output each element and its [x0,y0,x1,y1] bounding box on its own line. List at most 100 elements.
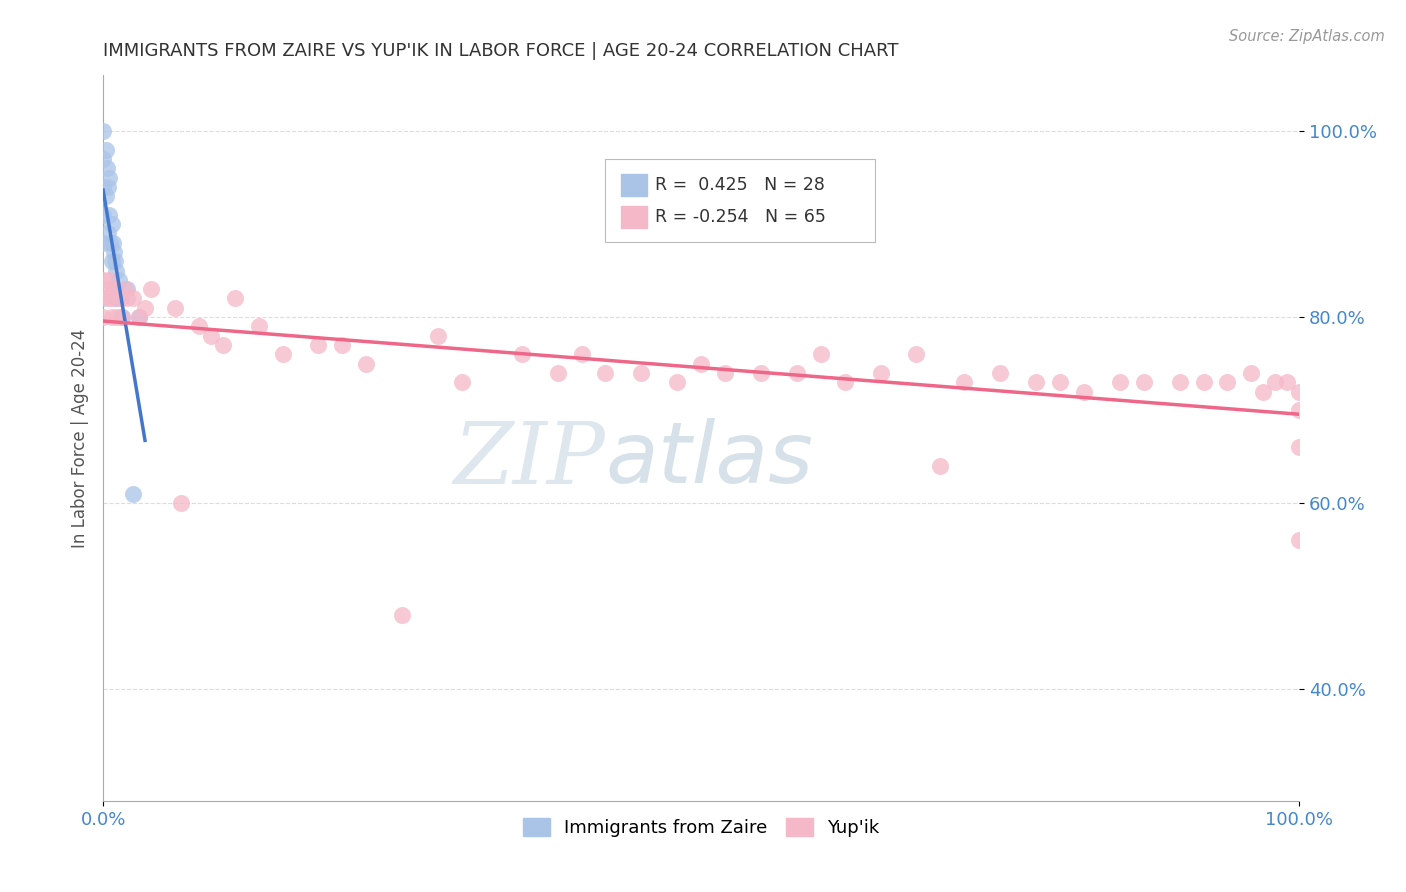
Point [100,310,122,324]
Point [98,208,121,222]
Point [1132,376,1154,390]
Point [107,310,129,324]
Point [547,366,569,380]
Text: Source: ZipAtlas.com: Source: ZipAtlas.com [1229,29,1385,44]
Point [356,357,378,371]
Point [96,161,118,176]
Point [122,292,145,306]
Point [330,338,353,352]
Point [810,347,832,361]
Point [1192,376,1215,390]
Point [905,347,928,361]
Point [1240,366,1263,380]
Point [91,152,114,166]
Point [91,124,114,138]
Point [571,347,593,361]
Point [163,301,186,315]
Point [953,376,976,390]
Point [91,235,114,250]
Y-axis label: In Labor Force | Age 20-24: In Labor Force | Age 20-24 [72,328,89,548]
Point [91,310,114,324]
Point [1288,533,1310,548]
Point [115,282,138,296]
Point [98,292,121,306]
Point [114,282,136,296]
Point [104,292,127,306]
Point [988,366,1011,380]
Point [98,170,121,185]
Point [1049,376,1071,390]
Text: R =  0.425   N = 28: R = 0.425 N = 28 [655,176,824,194]
Point [834,376,856,390]
Point [510,347,533,361]
Point [91,208,114,222]
Point [1168,376,1191,390]
Point [108,292,131,306]
Point [104,292,127,306]
Point [139,282,162,296]
Point [110,292,132,306]
Point [134,301,156,315]
Point [690,357,713,371]
Point [714,366,737,380]
Point [100,254,122,268]
Point [1216,376,1239,390]
Point [94,143,117,157]
Bar [621,206,647,227]
Point [1288,403,1310,417]
Point [211,338,233,352]
Point [128,310,150,324]
Point [869,366,891,380]
Point [786,366,808,380]
Point [91,292,114,306]
Point [1288,441,1310,455]
Point [307,338,329,352]
Bar [621,174,647,195]
Point [115,292,138,306]
Point [1108,376,1130,390]
Point [98,235,121,250]
Point [630,366,652,380]
Point [101,235,124,250]
Point [91,179,114,194]
Point [666,376,689,390]
Point [104,254,127,268]
Point [103,244,125,259]
Point [103,282,125,296]
Point [111,310,134,324]
Text: R = -0.254   N = 65: R = -0.254 N = 65 [655,208,825,226]
Point [122,487,145,501]
Point [1025,376,1047,390]
Point [1264,376,1286,390]
Point [1253,384,1275,399]
Point [170,496,193,510]
Point [91,273,114,287]
Point [105,263,128,277]
Point [96,282,118,296]
Text: ZIP: ZIP [454,418,606,501]
Point [451,376,474,390]
Point [107,273,129,287]
Point [1277,376,1299,390]
Point [427,328,450,343]
Point [929,458,952,473]
Point [128,310,150,324]
Text: atlas: atlas [606,418,814,501]
Point [100,217,122,231]
Point [97,179,120,194]
Point [97,292,120,306]
Point [94,189,117,203]
Point [101,282,124,296]
Text: IMMIGRANTS FROM ZAIRE VS YUP'IK IN LABOR FORCE | AGE 20-24 CORRELATION CHART: IMMIGRANTS FROM ZAIRE VS YUP'IK IN LABOR… [103,42,898,60]
Point [97,227,120,241]
Point [595,366,617,380]
Point [98,273,121,287]
Point [1073,384,1095,399]
Point [247,319,270,334]
Point [111,310,134,324]
Point [749,366,772,380]
Point [391,607,413,622]
FancyBboxPatch shape [606,159,875,242]
Point [200,328,222,343]
Legend: Immigrants from Zaire, Yup'ik: Immigrants from Zaire, Yup'ik [516,810,887,844]
